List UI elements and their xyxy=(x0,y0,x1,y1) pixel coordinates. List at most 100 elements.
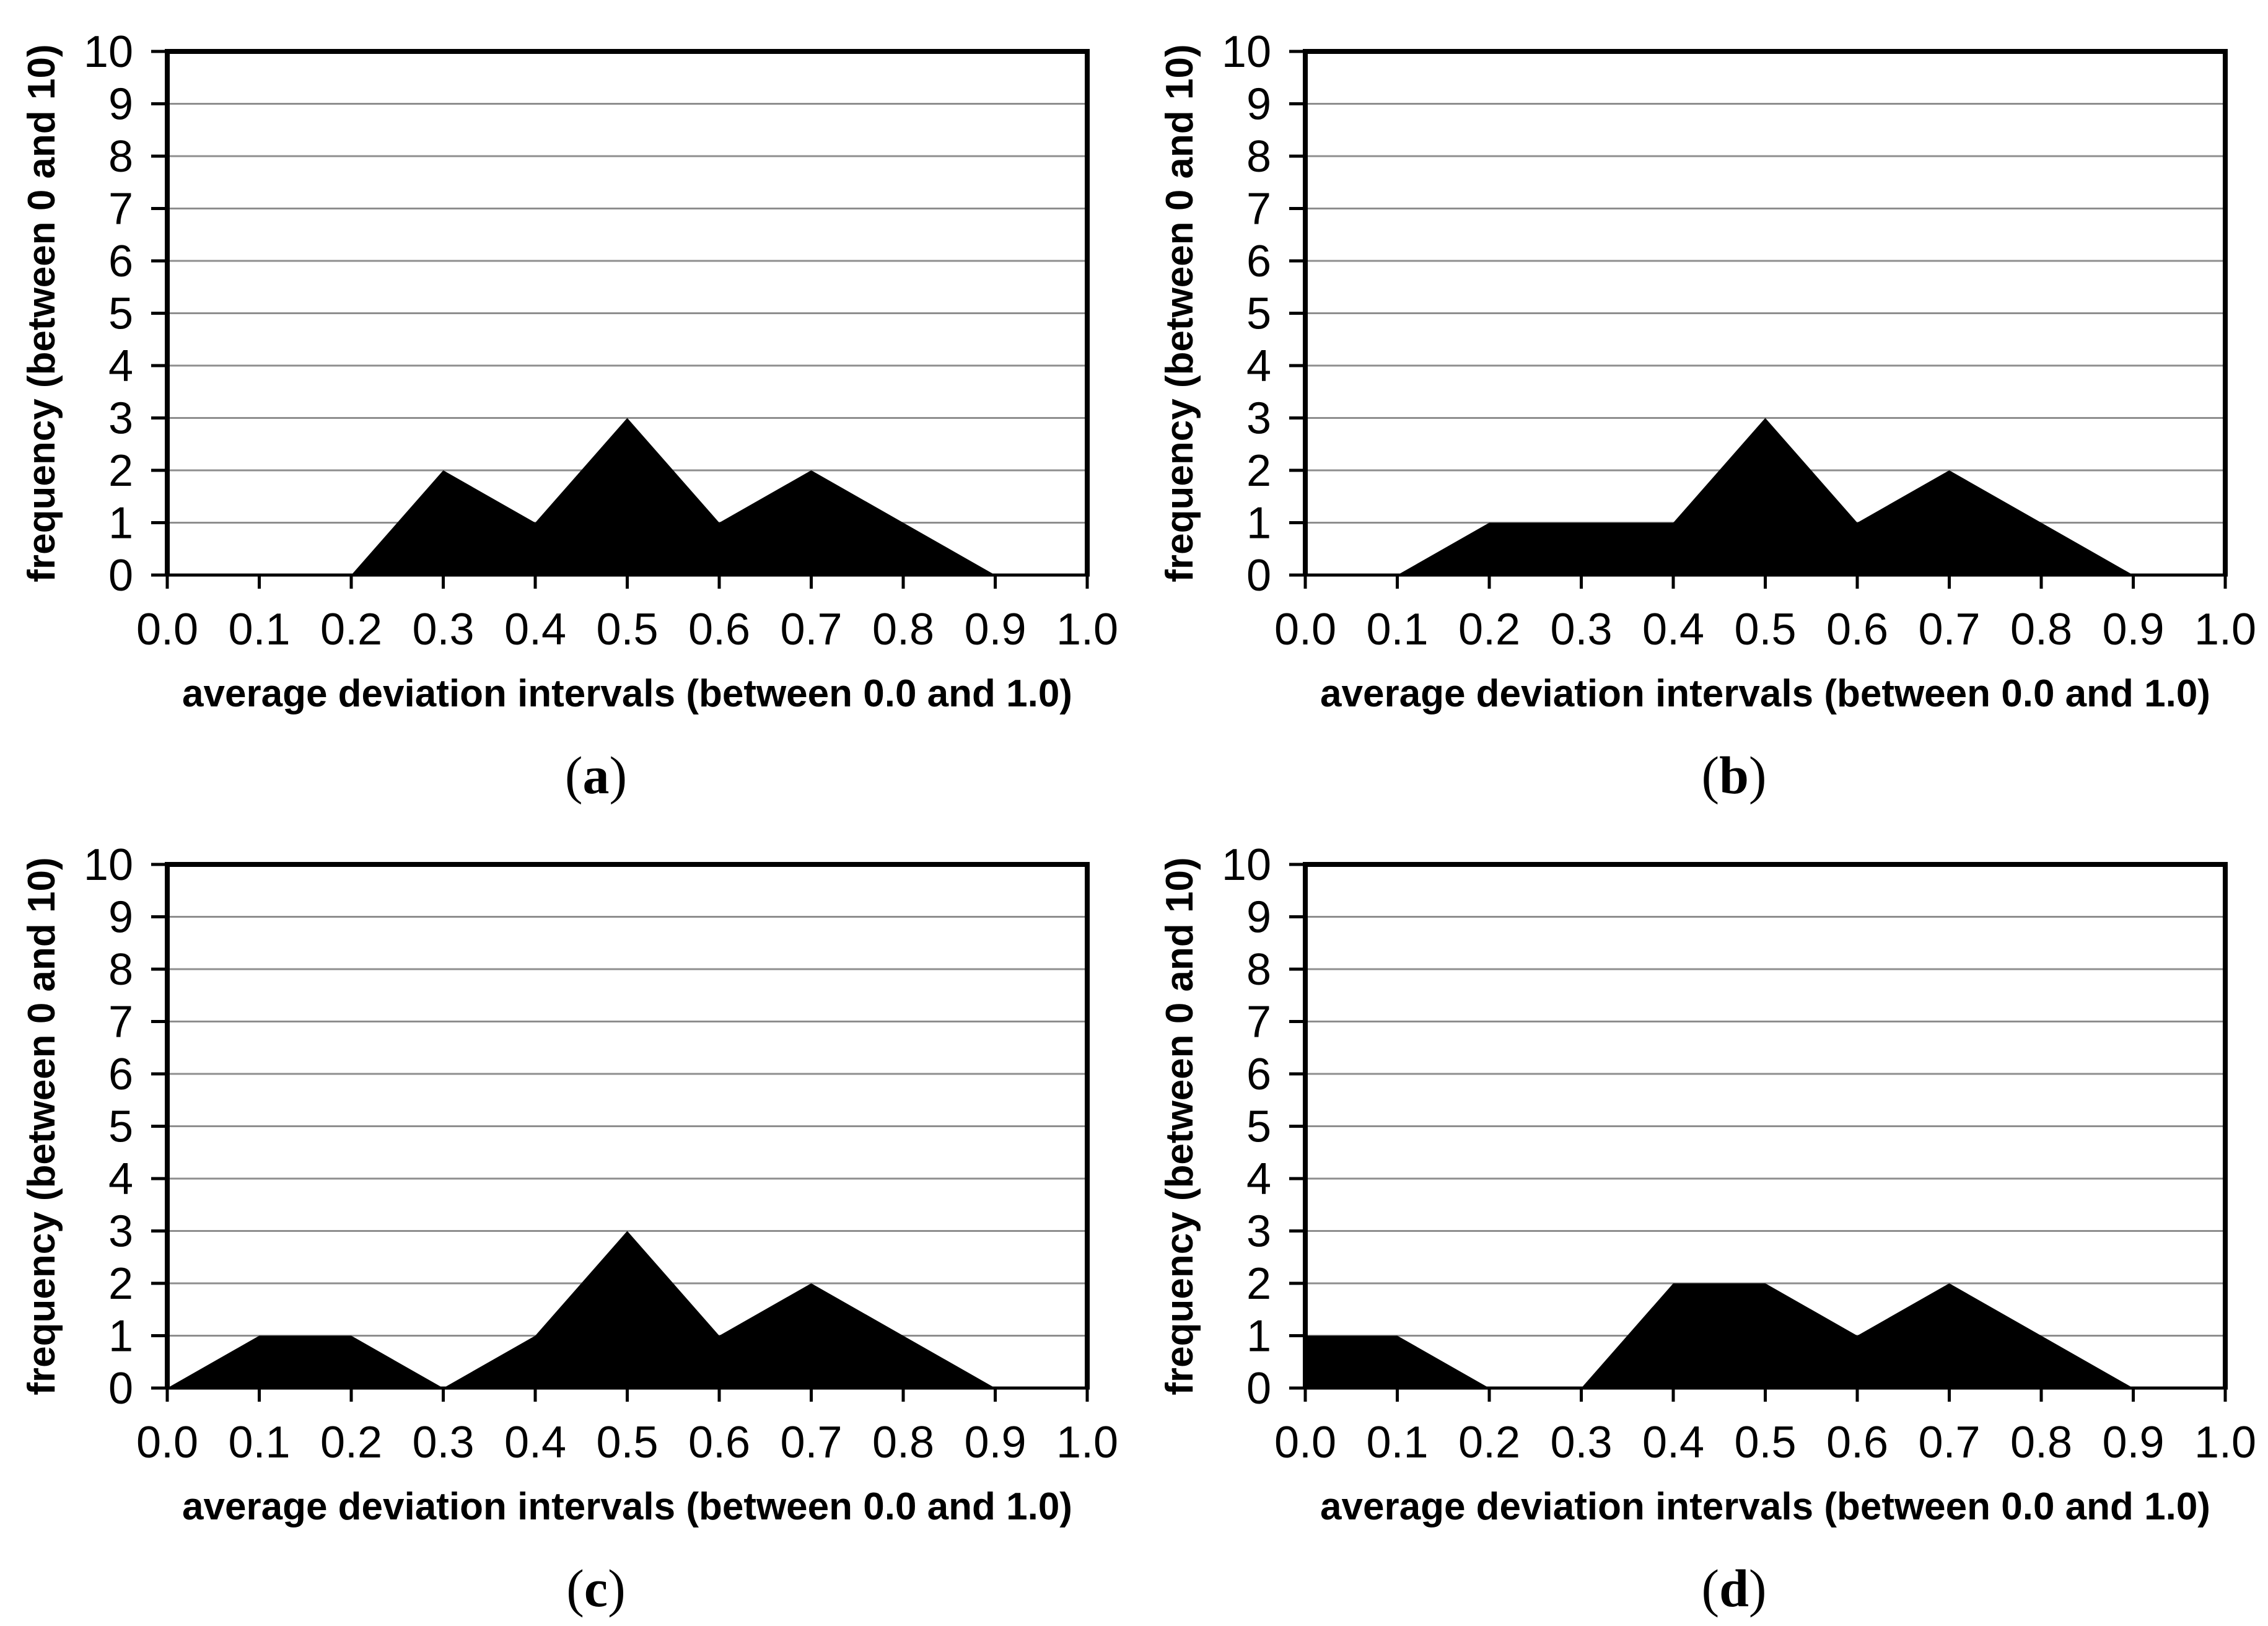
x-tick-label: 1.0 xyxy=(2194,605,2256,654)
x-tick-label: 0.1 xyxy=(228,605,290,654)
x-tick-label: 0.3 xyxy=(1550,1418,1612,1467)
y-tick-label: 3 xyxy=(1246,394,1271,444)
x-axis-title: average deviation intervals (between 0.0… xyxy=(1320,1485,2210,1528)
y-axis-title: frequency (between 0 and 10) xyxy=(20,44,63,582)
x-tick-label: 0.0 xyxy=(1274,1418,1336,1467)
x-tick-label: 0.6 xyxy=(1826,1418,1888,1467)
x-tick-label: 0.9 xyxy=(2102,605,2164,654)
y-tick-label: 4 xyxy=(108,341,133,391)
y-axis-title: frequency (between 0 and 10) xyxy=(1158,44,1201,582)
y-tick-label: 6 xyxy=(1246,237,1271,286)
x-tick-label: 0.2 xyxy=(320,605,382,654)
caption-close-paren: ) xyxy=(1748,1558,1767,1618)
x-tick-label: 0.1 xyxy=(228,1418,290,1467)
x-tick-label: 0.3 xyxy=(1550,605,1612,654)
y-tick-label: 1 xyxy=(108,499,133,548)
x-tick-label: 0.6 xyxy=(688,1418,750,1467)
x-tick-label: 0.8 xyxy=(2010,605,2072,654)
y-tick-label: 1 xyxy=(108,1312,133,1361)
panel-caption-b: (b) xyxy=(1157,749,2268,802)
y-tick-label: 1 xyxy=(1246,1312,1271,1361)
y-tick-label: 9 xyxy=(108,893,133,943)
panel-caption-d: (d) xyxy=(1157,1562,2268,1615)
x-tick-label: 0.9 xyxy=(964,1418,1026,1467)
x-tick-label: 0.8 xyxy=(2010,1418,2072,1467)
x-tick-label: 0.6 xyxy=(688,605,750,654)
area-polygon xyxy=(167,418,1087,575)
chart-panel-a: 0.0 0.1 0.2 0.3 0.4 0.5 0.6 0.7 0.8 0.9 1.0 0 1 2 3 4 5 6… xyxy=(0,0,1130,813)
y-tick-label: 5 xyxy=(108,1102,133,1152)
x-tick-label: 1.0 xyxy=(1056,1418,1118,1467)
panel-caption-a: (a) xyxy=(19,749,1173,802)
x-tick-label: 0.2 xyxy=(1458,1418,1520,1467)
y-tick-label: 4 xyxy=(1246,341,1271,391)
chart-panel-c: 0.0 0.1 0.2 0.3 0.4 0.5 0.6 0.7 0.8 0.9 1.0 0 1 2 3 4 5 6… xyxy=(0,813,1130,1626)
x-tick-label: 0.8 xyxy=(872,605,934,654)
y-tick-label: 6 xyxy=(108,237,133,286)
y-tick-label: 8 xyxy=(108,132,133,182)
y-tick-label: 4 xyxy=(1246,1154,1271,1204)
y-tick-label: 10 xyxy=(1222,840,1271,890)
y-tick-label: 6 xyxy=(108,1050,133,1099)
x-axis-title: average deviation intervals (between 0.0… xyxy=(1320,672,2210,715)
y-tick-label: 2 xyxy=(1246,446,1271,496)
caption-open-paren: ( xyxy=(1701,745,1720,805)
x-tick-label: 0.7 xyxy=(1918,1418,1980,1467)
y-tick-label: 10 xyxy=(1222,27,1271,77)
x-tick-label: 0.2 xyxy=(1458,605,1520,654)
y-tick-label: 8 xyxy=(108,945,133,995)
y-tick-label: 7 xyxy=(1246,998,1271,1047)
x-tick-label: 0.0 xyxy=(136,1418,198,1467)
chart-panel-b: 0.0 0.1 0.2 0.3 0.4 0.5 0.6 0.7 0.8 0.9 1.0 0 1 2 3 4 5 6… xyxy=(1138,0,2268,813)
y-tick-label: 2 xyxy=(108,446,133,496)
caption-close-paren: ) xyxy=(1748,745,1767,805)
x-tick-label: 0.0 xyxy=(136,605,198,654)
x-tick-label: 0.7 xyxy=(780,1418,842,1467)
area-polygon xyxy=(1305,418,2225,575)
area-chart-d: 0.0 0.1 0.2 0.3 0.4 0.5 0.6 0.7 0.8 0.9 1.0 0123456… xyxy=(1158,840,2256,1528)
y-tick-label: 0 xyxy=(1246,551,1271,600)
x-tick-label: 0.1 xyxy=(1366,1418,1428,1467)
y-tick-label: 0 xyxy=(108,1364,133,1413)
y-tick-label: 1 xyxy=(1246,499,1271,548)
area-polygon xyxy=(1305,1283,2225,1388)
y-tick-label: 7 xyxy=(108,998,133,1047)
x-tick-label: 0.5 xyxy=(596,1418,658,1467)
caption-letter: a xyxy=(582,745,610,805)
caption-letter: d xyxy=(1719,1558,1749,1618)
y-axis-title: frequency (between 0 and 10) xyxy=(1158,857,1201,1395)
x-tick-label: 0.6 xyxy=(1826,605,1888,654)
x-tick-label: 0.9 xyxy=(2102,1418,2164,1467)
caption-letter: c xyxy=(584,1558,608,1618)
y-tick-label: 8 xyxy=(1246,132,1271,182)
x-tick-label: 0.7 xyxy=(1918,605,1980,654)
x-tick-label: 0.2 xyxy=(320,1418,382,1467)
x-tick-label: 0.3 xyxy=(412,1418,474,1467)
x-tick-label: 0.7 xyxy=(780,605,842,654)
x-tick-label: 0.4 xyxy=(504,1418,566,1467)
y-tick-label: 3 xyxy=(1246,1207,1271,1257)
y-tick-label: 3 xyxy=(108,1207,133,1257)
caption-close-paren: ) xyxy=(609,745,628,805)
area-chart-a: 0.0 0.1 0.2 0.3 0.4 0.5 0.6 0.7 0.8 0.9 1.0 0123456… xyxy=(20,27,1118,715)
y-tick-label: 5 xyxy=(1246,289,1271,339)
y-tick-label: 0 xyxy=(1246,1364,1271,1413)
x-tick-label: 0.4 xyxy=(1642,605,1704,654)
y-tick-label: 3 xyxy=(108,394,133,444)
y-tick-label: 7 xyxy=(108,185,133,234)
x-tick-label: 0.5 xyxy=(1734,605,1796,654)
y-axis-title: frequency (between 0 and 10) xyxy=(20,857,63,1395)
y-tick-label: 2 xyxy=(1246,1259,1271,1309)
chart-panel-d: 0.0 0.1 0.2 0.3 0.4 0.5 0.6 0.7 0.8 0.9 1.0 0 1 2 3 4 5 6… xyxy=(1138,813,2268,1626)
y-tick-label: 8 xyxy=(1246,945,1271,995)
area-polygon xyxy=(167,1231,1087,1388)
panel-caption-c: (c) xyxy=(19,1562,1173,1615)
y-tick-label: 2 xyxy=(108,1259,133,1309)
caption-open-paren: ( xyxy=(566,1558,584,1618)
x-tick-label: 0.1 xyxy=(1366,605,1428,654)
caption-open-paren: ( xyxy=(1701,1558,1720,1618)
y-tick-label: 5 xyxy=(1246,1102,1271,1152)
x-tick-label: 0.8 xyxy=(872,1418,934,1467)
caption-open-paren: ( xyxy=(564,745,583,805)
y-tick-label: 10 xyxy=(84,840,133,890)
